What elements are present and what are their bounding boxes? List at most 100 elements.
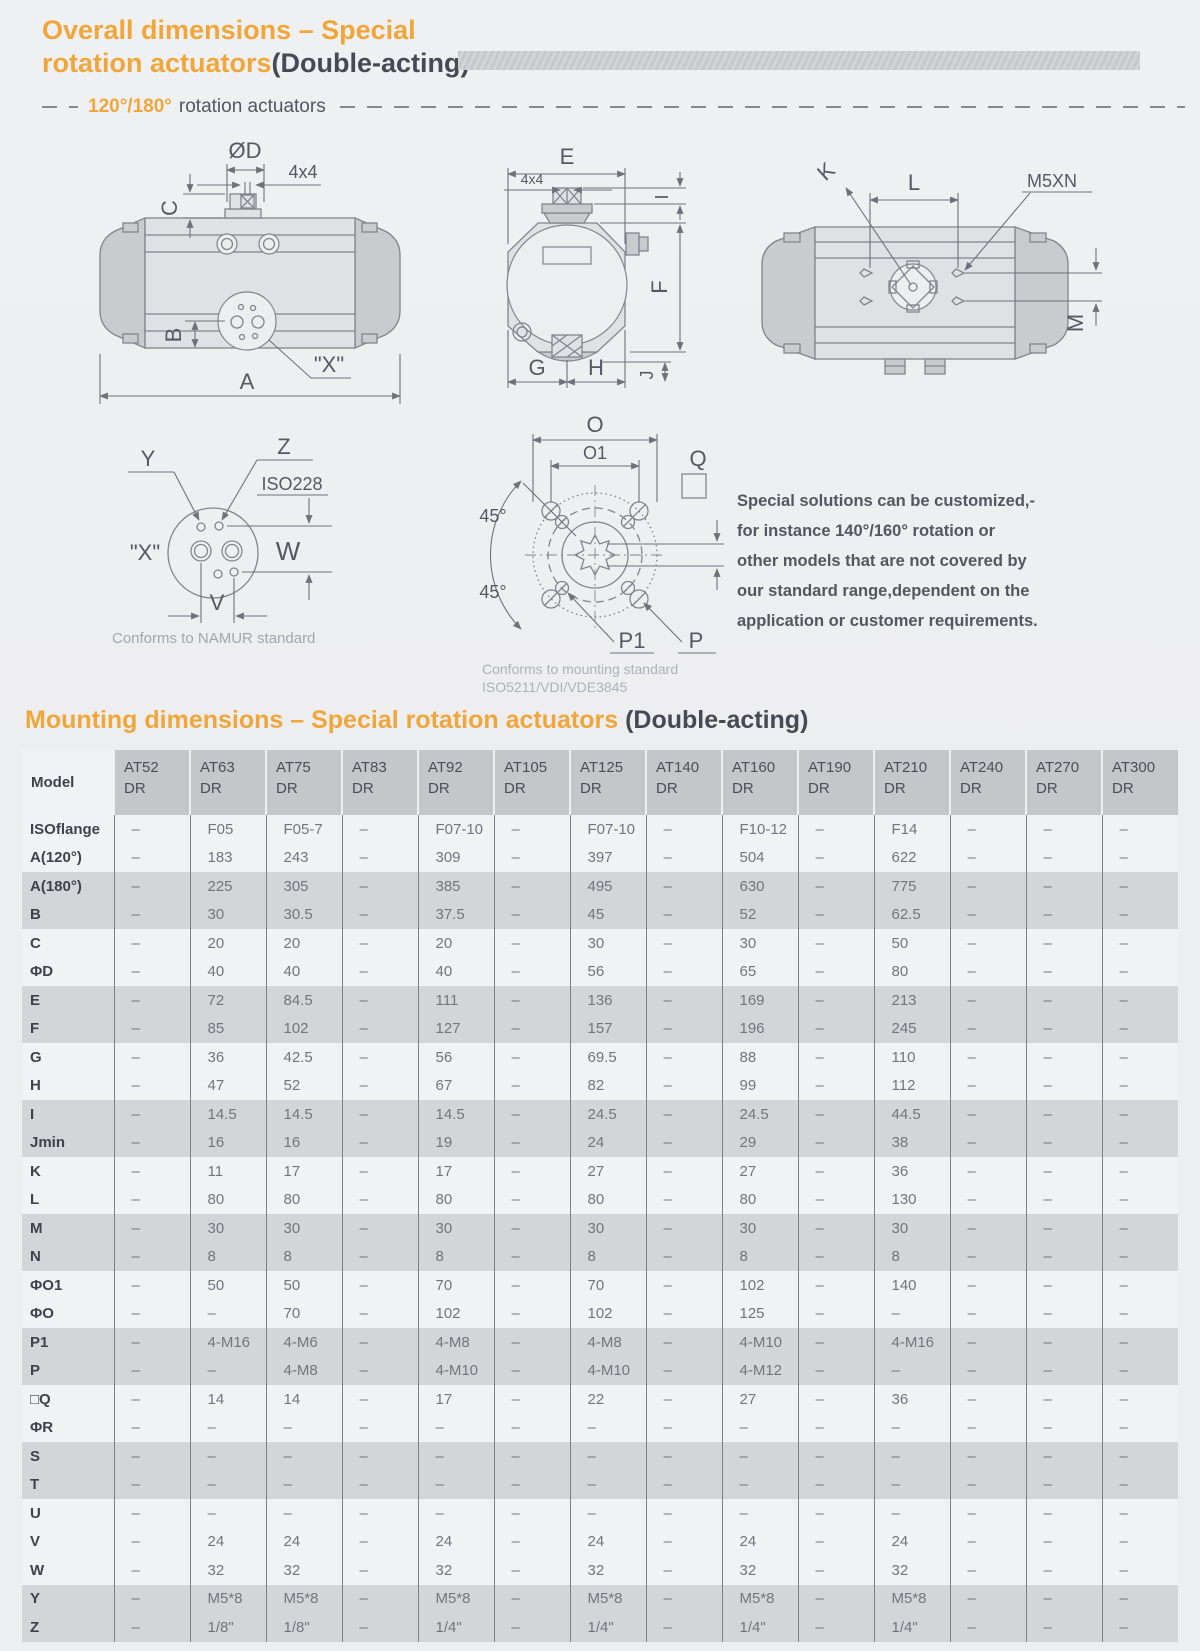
dimension-cell: – bbox=[493, 1071, 570, 1100]
dimension-cell: – bbox=[113, 1242, 190, 1271]
dimension-cell: – bbox=[1025, 957, 1102, 986]
dimension-cell: – bbox=[1025, 1157, 1102, 1186]
row-label: ΦO bbox=[22, 1299, 114, 1328]
dim-label-b: B bbox=[161, 328, 186, 343]
subtitle-row: 120°/180° rotation actuators bbox=[42, 96, 1185, 118]
dimension-cell: – bbox=[1025, 1128, 1102, 1157]
dimension-cell: – bbox=[493, 1470, 570, 1499]
dimension-cell: – bbox=[493, 1299, 570, 1328]
dim-label-x: "X" bbox=[130, 540, 160, 565]
dimension-cell: 8 bbox=[721, 1242, 798, 1271]
dimension-cell: 30 bbox=[873, 1214, 950, 1243]
dim-label-od: ØD bbox=[229, 138, 262, 163]
table-row: ΦR – – – – – – – – – – – – – – bbox=[22, 1413, 1178, 1442]
dimension-cell: – bbox=[417, 1499, 494, 1528]
dimension-cell: – bbox=[949, 1527, 1026, 1556]
dimension-cell: 37.5 bbox=[417, 900, 494, 929]
dimension-cell: – bbox=[949, 1556, 1026, 1585]
dimension-cell: 72 bbox=[189, 986, 266, 1015]
dimension-cell: 69.5 bbox=[569, 1043, 646, 1072]
dimension-cell: – bbox=[949, 986, 1026, 1015]
dimension-cell: – bbox=[1101, 815, 1178, 844]
dimension-cell: 30 bbox=[265, 1214, 342, 1243]
row-label: T bbox=[22, 1470, 114, 1499]
dimension-cell: 157 bbox=[569, 1014, 646, 1043]
dimension-cell: 14 bbox=[189, 1385, 266, 1414]
dim-label-y: Y bbox=[141, 446, 156, 471]
dimension-cell: – bbox=[797, 1128, 874, 1157]
dimension-cell: M5*8 bbox=[873, 1584, 950, 1613]
dimension-cell: – bbox=[417, 1470, 494, 1499]
dimension-cell: – bbox=[1025, 1214, 1102, 1243]
row-label: P bbox=[22, 1356, 114, 1385]
dimension-cell: – bbox=[341, 1613, 418, 1642]
dimension-cell: 17 bbox=[417, 1385, 494, 1414]
dimension-cell: – bbox=[797, 1413, 874, 1442]
dim-label-iso228: ISO228 bbox=[261, 474, 322, 494]
dimension-cell: – bbox=[721, 1442, 798, 1471]
dimension-cell: 20 bbox=[417, 929, 494, 958]
dimension-cell: – bbox=[493, 986, 570, 1015]
dimension-cell: 24 bbox=[721, 1527, 798, 1556]
dimension-cell: – bbox=[797, 1470, 874, 1499]
table-body: ISOflange – F05 F05-7– F07-10– F07-10– F10-12–… bbox=[22, 815, 1178, 1642]
row-label: ΦO1 bbox=[22, 1271, 114, 1300]
dimension-cell: – bbox=[949, 843, 1026, 872]
dimension-cell: 8 bbox=[569, 1242, 646, 1271]
dimension-cell: 80 bbox=[189, 1185, 266, 1214]
dimension-cell: 70 bbox=[265, 1299, 342, 1328]
column-header: AT300 DR bbox=[1101, 750, 1178, 815]
dimension-cell: – bbox=[265, 1499, 342, 1528]
dimension-cell: – bbox=[645, 1242, 722, 1271]
dimension-cell: 102 bbox=[265, 1014, 342, 1043]
dimension-cell: 32 bbox=[873, 1556, 950, 1585]
table-row: I –14.5 14.5–14.5–24.5–24.5–44.5– – – bbox=[22, 1100, 1178, 1129]
dimension-cell: M5*8 bbox=[721, 1584, 798, 1613]
dimension-cell: – bbox=[873, 1413, 950, 1442]
row-label: I bbox=[22, 1100, 114, 1129]
dimension-cell: 102 bbox=[569, 1299, 646, 1328]
column-header: AT63 DR bbox=[189, 750, 266, 815]
dimension-cell: – bbox=[113, 1299, 190, 1328]
dimension-cell: – bbox=[113, 1043, 190, 1072]
dimension-cell: – bbox=[1025, 1499, 1102, 1528]
dimension-cell: – bbox=[797, 929, 874, 958]
dimension-cell: 56 bbox=[569, 957, 646, 986]
dimension-cell: 130 bbox=[873, 1185, 950, 1214]
dim-label-45a: 45° bbox=[479, 506, 506, 526]
dimension-cell: – bbox=[493, 1527, 570, 1556]
section-title-suffix: (Double-acting) bbox=[618, 706, 809, 734]
row-label: ΦR bbox=[22, 1413, 114, 1442]
dimension-cell: 4-M6 bbox=[265, 1328, 342, 1357]
dimension-cell: – bbox=[1025, 900, 1102, 929]
dimension-cell: – bbox=[493, 957, 570, 986]
dimension-cell: – bbox=[1025, 1242, 1102, 1271]
dimension-cell: 8 bbox=[265, 1242, 342, 1271]
dimension-cell: 20 bbox=[265, 929, 342, 958]
row-label: E bbox=[22, 986, 114, 1015]
dimension-cell: 30 bbox=[569, 1214, 646, 1243]
note-line: Special solutions can be customized,- bbox=[737, 492, 1035, 510]
dimension-cell: 24 bbox=[569, 1527, 646, 1556]
dash-decoration bbox=[339, 106, 1185, 108]
end-view-dimensions: E 4x4 I F G H J bbox=[504, 144, 686, 388]
dimension-cell: 8 bbox=[189, 1242, 266, 1271]
dimension-cell: – bbox=[493, 1442, 570, 1471]
dimension-cell: – bbox=[721, 1470, 798, 1499]
dimension-cell: 67 bbox=[417, 1071, 494, 1100]
dim-label-45b: 45° bbox=[479, 582, 506, 602]
dimension-cell: 4-M12 bbox=[721, 1356, 798, 1385]
dimension-cell: – bbox=[949, 1157, 1026, 1186]
dimension-cell: 1/8" bbox=[189, 1613, 266, 1642]
column-header: AT83 DR bbox=[341, 750, 418, 815]
dimension-cell: 88 bbox=[721, 1043, 798, 1072]
table-row: ΦD –40 40–40–56–65–80– – – bbox=[22, 957, 1178, 986]
dimension-cell: 32 bbox=[417, 1556, 494, 1585]
dimension-cell: – bbox=[1025, 843, 1102, 872]
dimension-cell: – bbox=[1025, 1613, 1102, 1642]
dimension-cell: 213 bbox=[873, 986, 950, 1015]
dimension-cell: 30 bbox=[569, 929, 646, 958]
table-row: P – –4-M8–4-M10–4-M10–4-M12– – – – – bbox=[22, 1356, 1178, 1385]
actuator-body bbox=[761, 226, 1069, 375]
dim-label-g: G bbox=[528, 355, 545, 380]
